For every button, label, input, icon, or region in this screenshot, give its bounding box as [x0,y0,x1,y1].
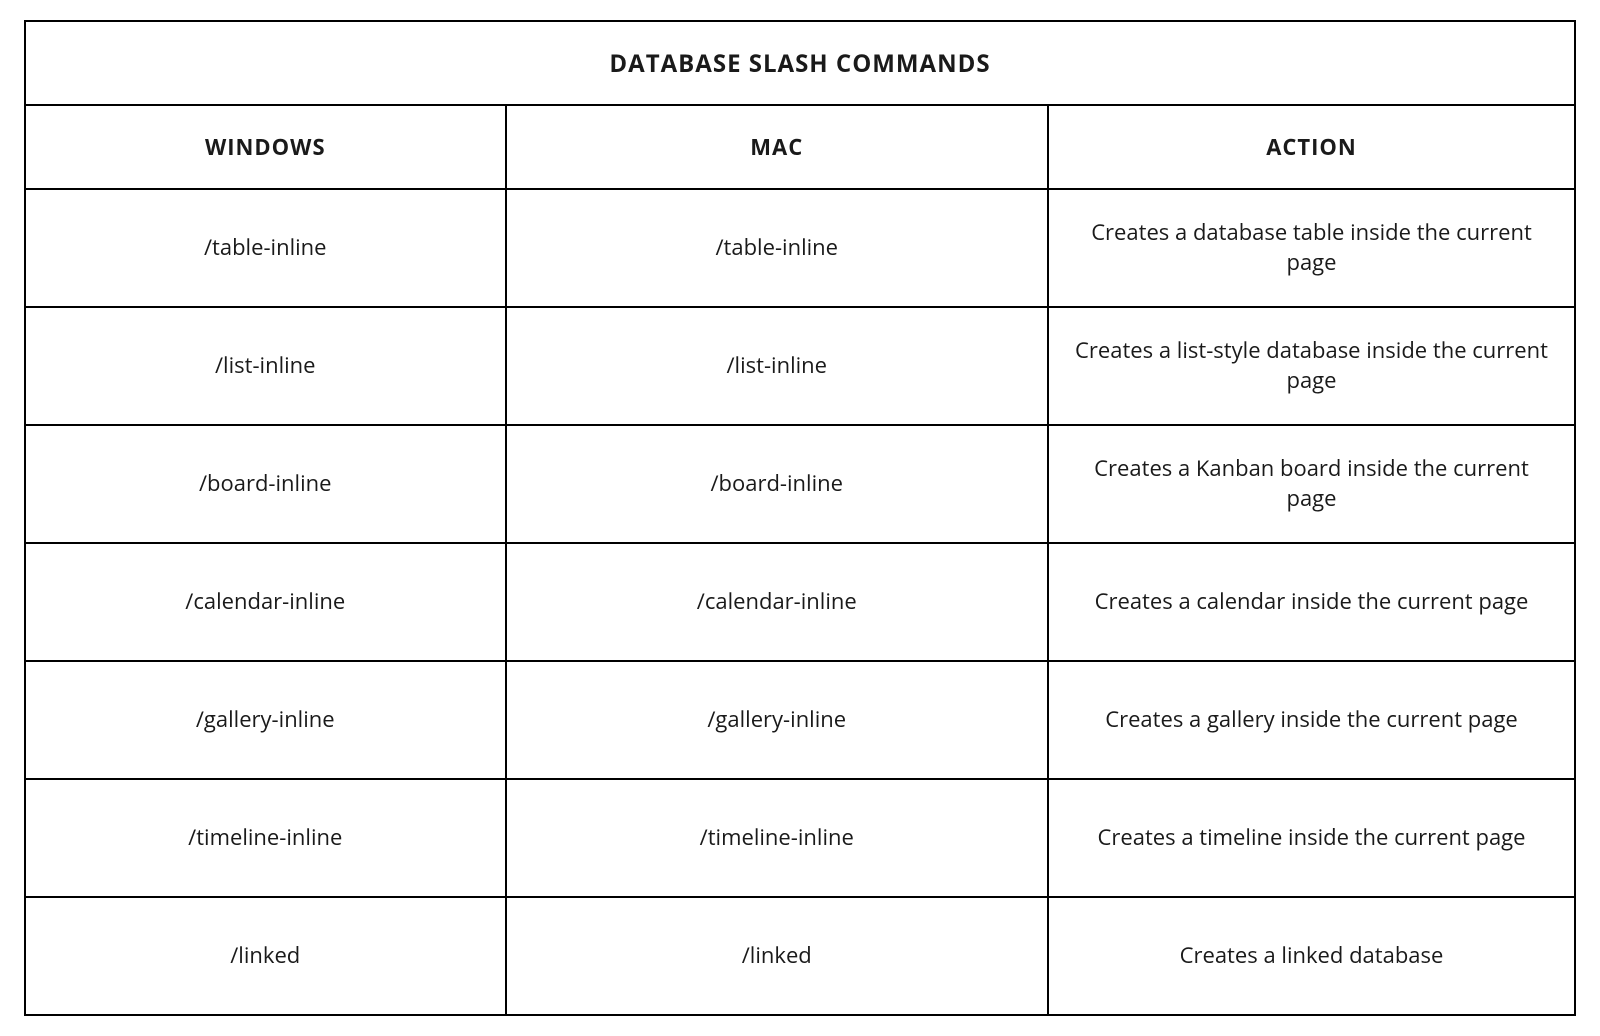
cell-windows: /list-inline [25,307,506,425]
cell-mac: /calendar-inline [506,543,1049,661]
table-row: /timeline-inline /timeline-inline Create… [25,779,1575,897]
column-header-mac: MAC [506,105,1049,189]
table-header-row: WINDOWS MAC ACTION [25,105,1575,189]
page-root: DATABASE SLASH COMMANDS WINDOWS MAC ACTI… [0,0,1600,1036]
table-row: /list-inline /list-inline Creates a list… [25,307,1575,425]
cell-mac: /table-inline [506,189,1049,307]
cell-windows: /table-inline [25,189,506,307]
cell-windows: /calendar-inline [25,543,506,661]
cell-windows: /linked [25,897,506,1015]
table-row: /table-inline /table-inline Creates a da… [25,189,1575,307]
cell-action: Creates a Kanban board inside the curren… [1048,425,1575,543]
cell-mac: /timeline-inline [506,779,1049,897]
cell-action: Creates a calendar inside the current pa… [1048,543,1575,661]
cell-mac: /board-inline [506,425,1049,543]
table-title: DATABASE SLASH COMMANDS [25,21,1575,105]
cell-windows: /gallery-inline [25,661,506,779]
cell-windows: /board-inline [25,425,506,543]
table-row: /board-inline /board-inline Creates a Ka… [25,425,1575,543]
column-header-action: ACTION [1048,105,1575,189]
column-header-windows: WINDOWS [25,105,506,189]
cell-mac: /gallery-inline [506,661,1049,779]
table-title-row: DATABASE SLASH COMMANDS [25,21,1575,105]
table-row: /calendar-inline /calendar-inline Create… [25,543,1575,661]
cell-action: Creates a timeline inside the current pa… [1048,779,1575,897]
table-row: /linked /linked Creates a linked databas… [25,897,1575,1015]
cell-action: Creates a database table inside the curr… [1048,189,1575,307]
cell-mac: /linked [506,897,1049,1015]
table-row: /gallery-inline /gallery-inline Creates … [25,661,1575,779]
cell-mac: /list-inline [506,307,1049,425]
cell-windows: /timeline-inline [25,779,506,897]
cell-action: Creates a list-style database inside the… [1048,307,1575,425]
cell-action: Creates a gallery inside the current pag… [1048,661,1575,779]
cell-action: Creates a linked database [1048,897,1575,1015]
commands-table: DATABASE SLASH COMMANDS WINDOWS MAC ACTI… [24,20,1576,1016]
